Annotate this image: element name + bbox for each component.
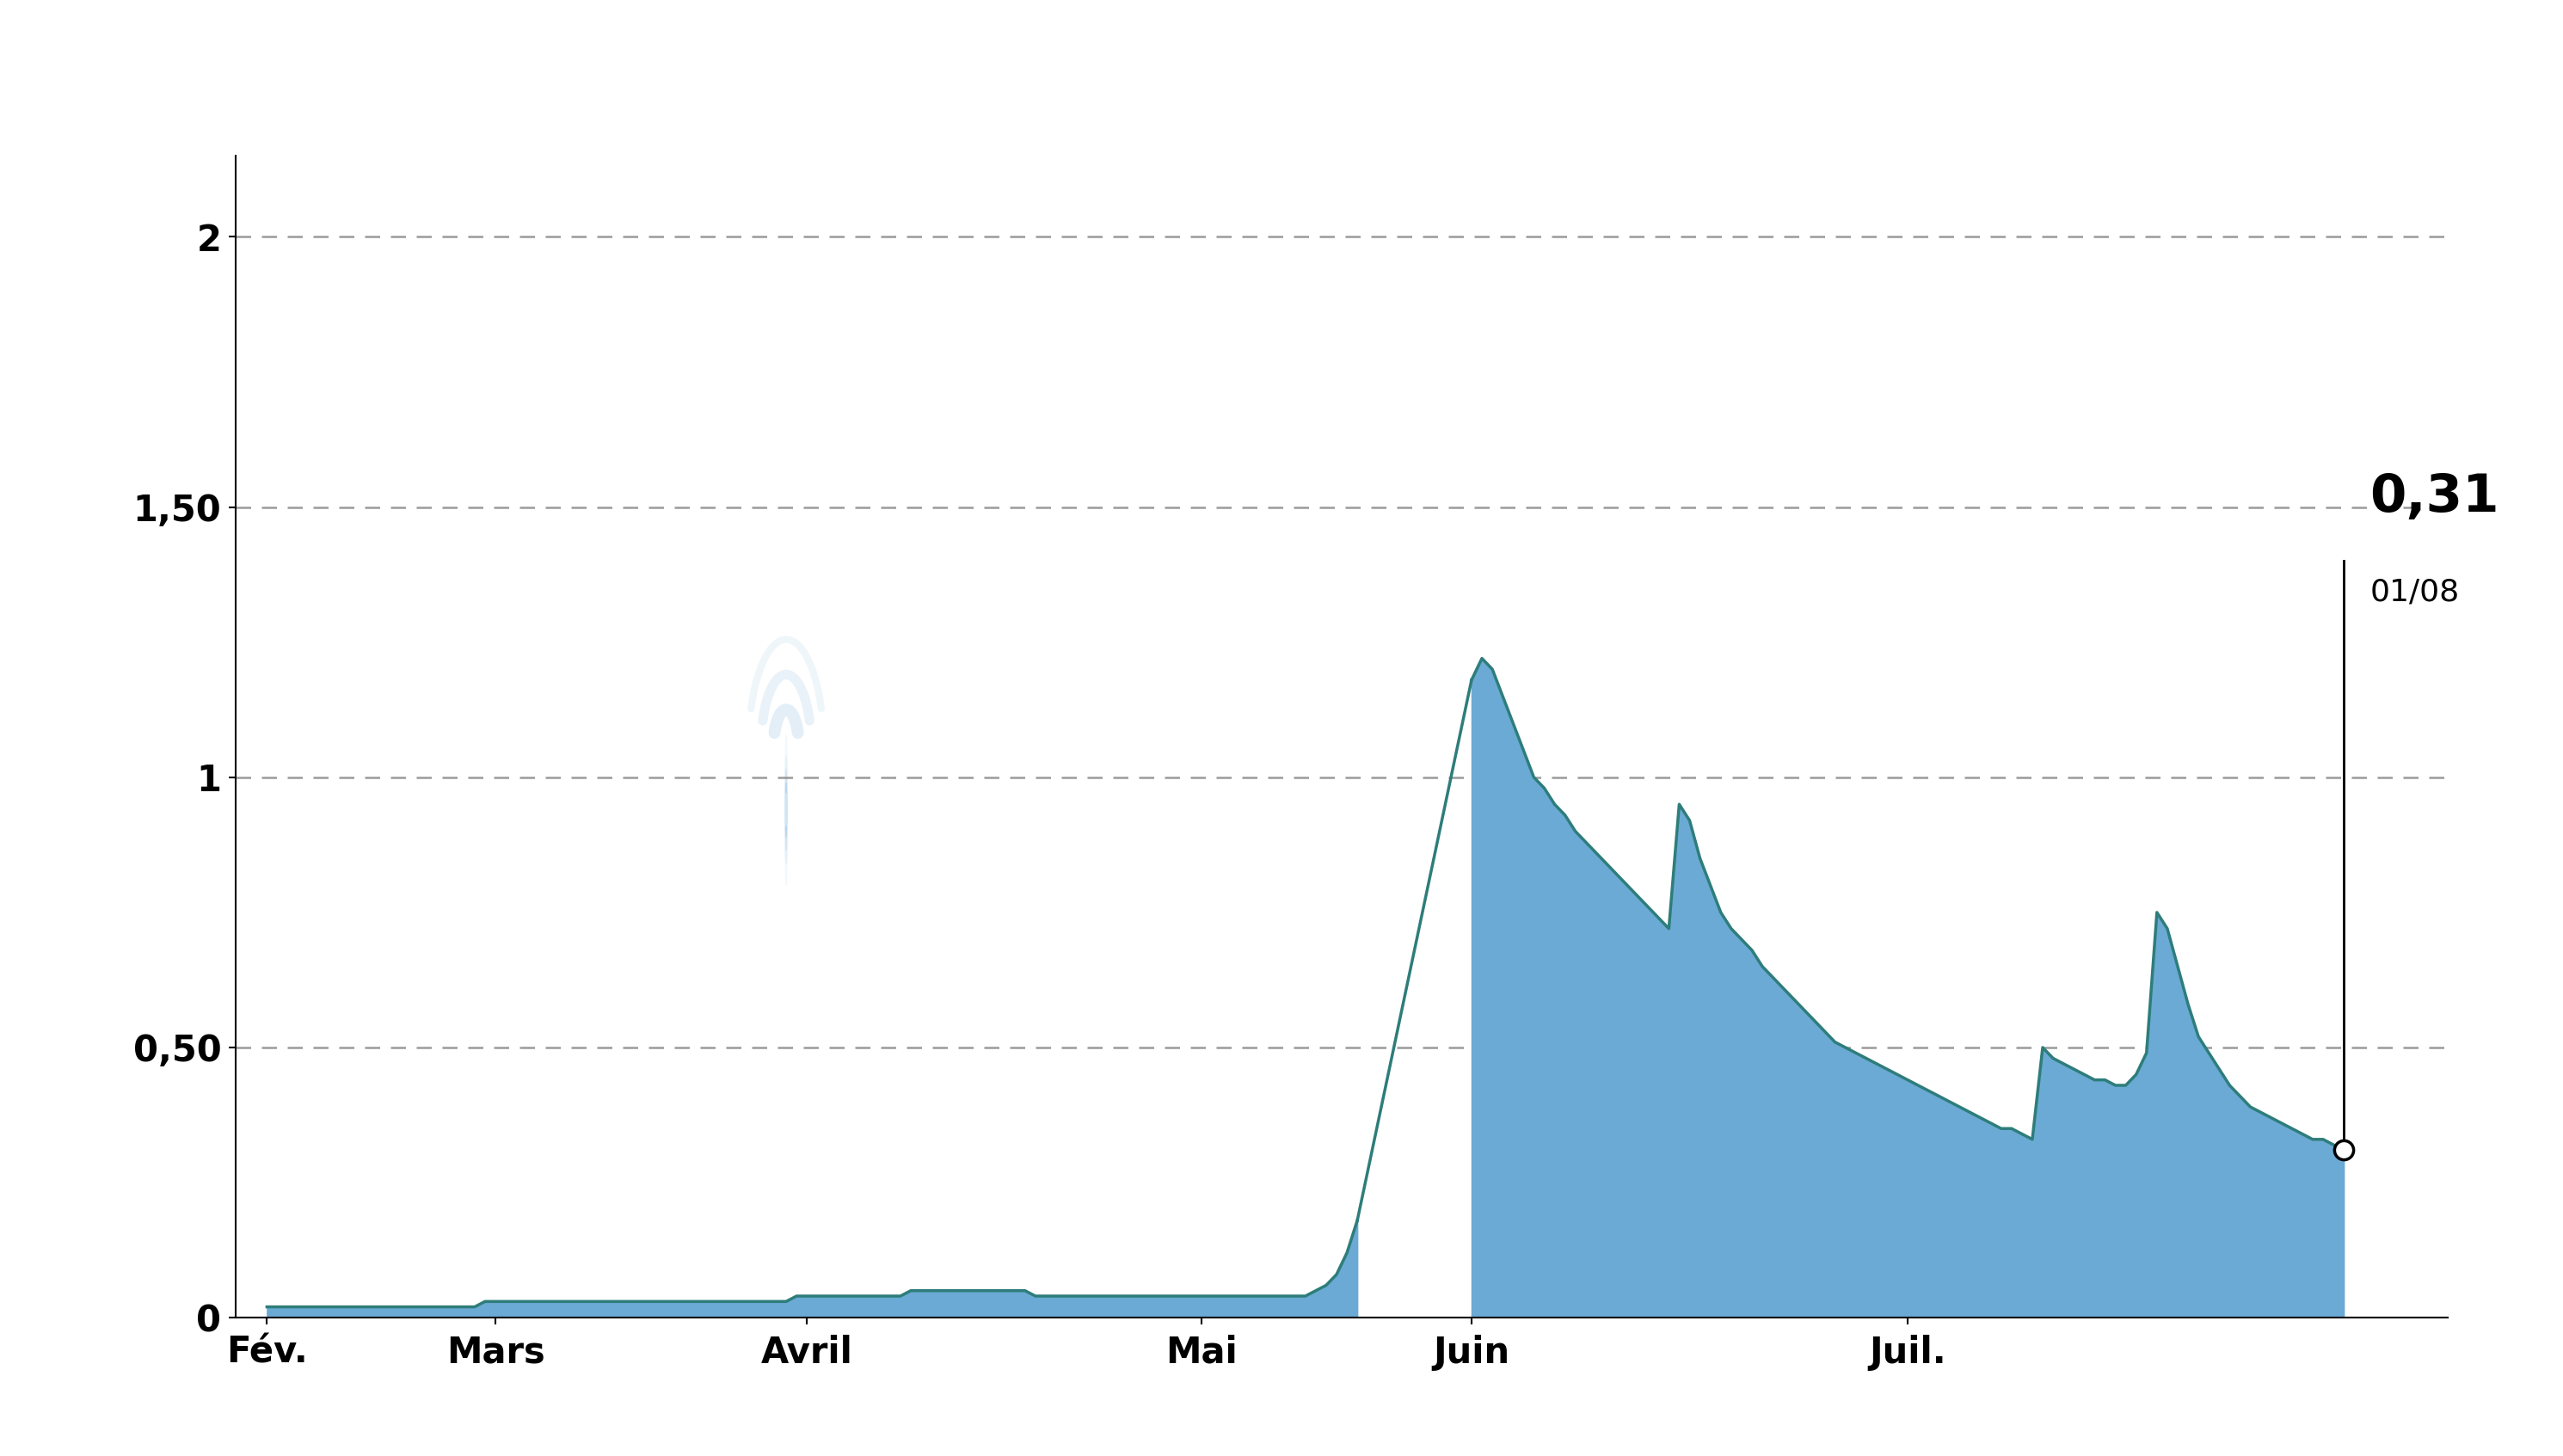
Text: EUROPLASMA: EUROPLASMA	[938, 16, 1625, 103]
Text: 0,31: 0,31	[2371, 473, 2499, 523]
Text: 01/08: 01/08	[2371, 578, 2460, 607]
Circle shape	[784, 734, 787, 885]
